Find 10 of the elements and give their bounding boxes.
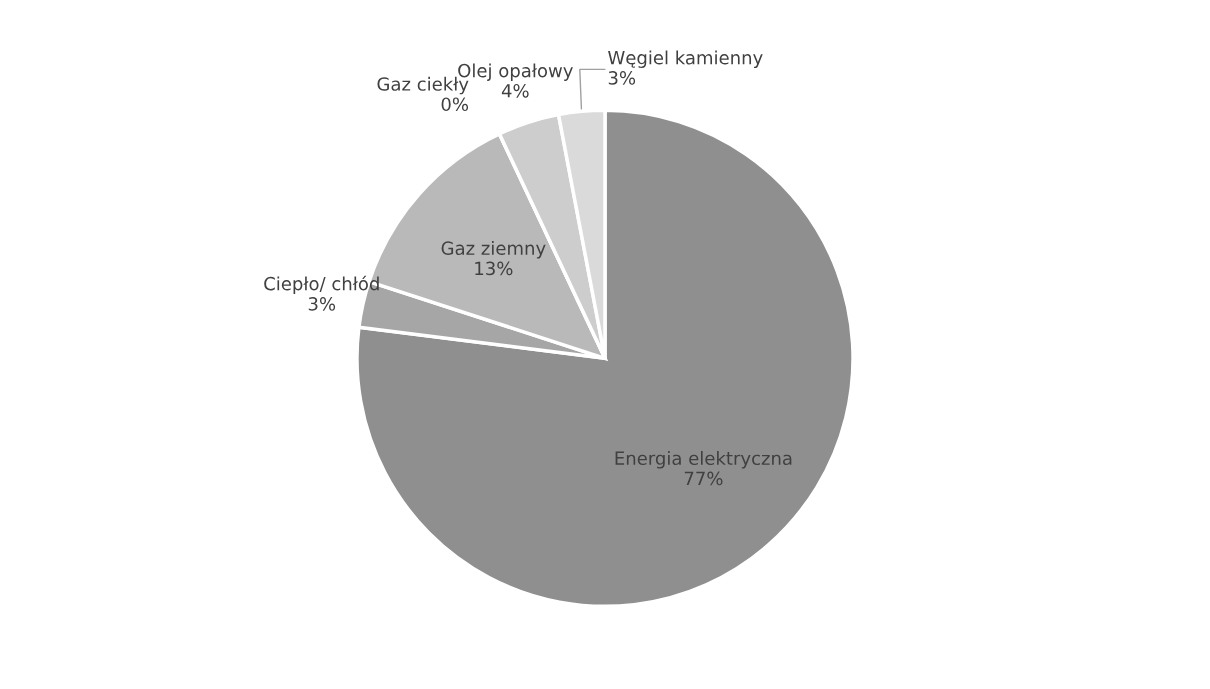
slice-label: Energia elektryczna [615, 451, 792, 469]
data-label: 3% [608, 71, 636, 85]
data-label: 4% [501, 83, 529, 98]
slice-label: Węgiel kamienny [608, 50, 763, 68]
slice-label: Gaz ziemny [441, 241, 546, 259]
data-label: 3% [308, 297, 336, 311]
data-label: 77% [684, 471, 723, 486]
text: 0% [441, 97, 469, 112]
data-label: 13% [475, 261, 513, 276]
slice-label: Ciepło/ chłód [264, 275, 379, 294]
